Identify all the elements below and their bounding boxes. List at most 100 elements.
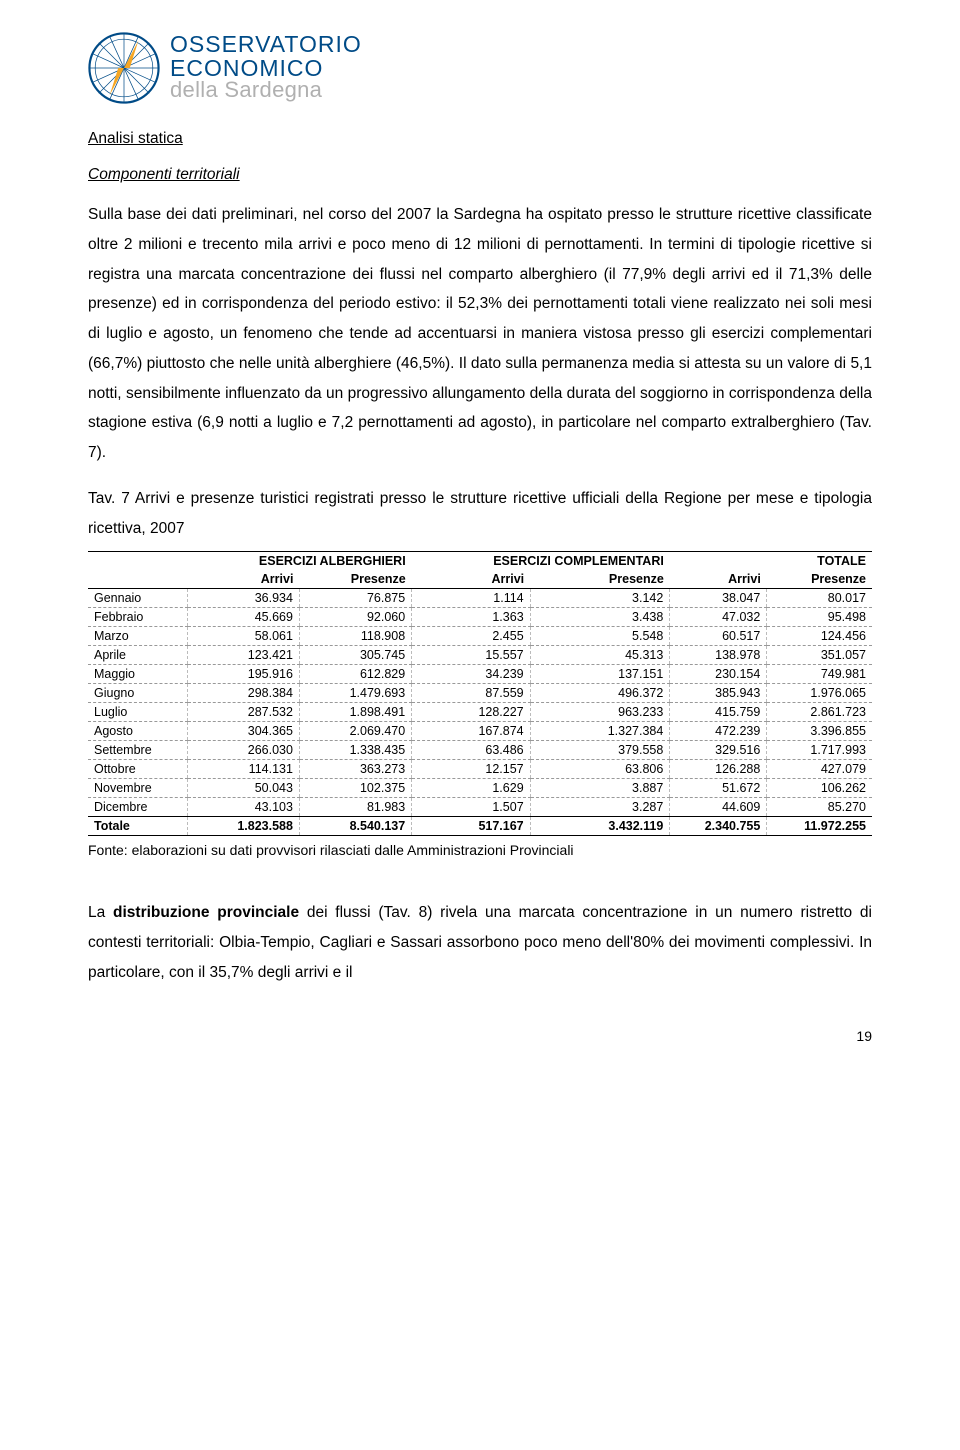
- group-header: ESERCIZI ALBERGHIERI: [187, 552, 411, 571]
- table-cell: 80.017: [767, 589, 872, 608]
- table-cell: 87.559: [412, 684, 530, 703]
- table-cell: 124.456: [767, 627, 872, 646]
- table-cell: 95.498: [767, 608, 872, 627]
- table-cell: 1.338.435: [299, 741, 411, 760]
- table-cell: 63.806: [530, 760, 670, 779]
- table-cell: 138.978: [670, 646, 767, 665]
- row-label: Luglio: [88, 703, 187, 722]
- row-label: Maggio: [88, 665, 187, 684]
- table-cell: 76.875: [299, 589, 411, 608]
- table-cell: 1.629: [412, 779, 530, 798]
- logo-line-1: OSSERVATORIO: [170, 32, 362, 56]
- sub-header: Arrivi: [670, 570, 767, 589]
- table-row: Settembre266.0301.338.43563.486379.55832…: [88, 741, 872, 760]
- compass-icon: [88, 32, 160, 104]
- table-source: Fonte: elaborazioni su dati provvisori r…: [88, 842, 872, 858]
- table-row: Agosto304.3652.069.470167.8741.327.38447…: [88, 722, 872, 741]
- table-row: Luglio287.5321.898.491128.227963.233415.…: [88, 703, 872, 722]
- table-corner: [88, 552, 187, 571]
- table-cell: 472.239: [670, 722, 767, 741]
- table-cell: 1.114: [412, 589, 530, 608]
- table-cell: 60.517: [670, 627, 767, 646]
- table-cell: 1.898.491: [299, 703, 411, 722]
- sub-header: Arrivi: [187, 570, 299, 589]
- table-cell: 45.313: [530, 646, 670, 665]
- table-cell: 126.288: [670, 760, 767, 779]
- table-cell: 118.908: [299, 627, 411, 646]
- table-cell: 427.079: [767, 760, 872, 779]
- table-cell: 3.438: [530, 608, 670, 627]
- table-cell: 47.032: [670, 608, 767, 627]
- table-cell: 3.887: [530, 779, 670, 798]
- table-cell: 58.061: [187, 627, 299, 646]
- table-cell: 749.981: [767, 665, 872, 684]
- table-cell: 304.365: [187, 722, 299, 741]
- table-cell: 287.532: [187, 703, 299, 722]
- logo-line-3: della Sardegna: [170, 78, 362, 101]
- table-cell: 8.540.137: [299, 817, 411, 836]
- table-cell: 351.057: [767, 646, 872, 665]
- table-row: Febbraio45.66992.0601.3633.43847.03295.4…: [88, 608, 872, 627]
- table-cell: 1.479.693: [299, 684, 411, 703]
- table-cell: 1.976.065: [767, 684, 872, 703]
- table-row: Maggio195.916612.82934.239137.151230.154…: [88, 665, 872, 684]
- table-cell: 1.717.993: [767, 741, 872, 760]
- table-cell: 298.384: [187, 684, 299, 703]
- table-row: Giugno298.3841.479.69387.559496.372385.9…: [88, 684, 872, 703]
- table-cell: 167.874: [412, 722, 530, 741]
- table-cell: 12.157: [412, 760, 530, 779]
- group-header: TOTALE: [670, 552, 872, 571]
- table-cell: 137.151: [530, 665, 670, 684]
- sub-header: Presenze: [530, 570, 670, 589]
- table-row: Marzo58.061118.9082.4555.54860.517124.45…: [88, 627, 872, 646]
- row-label: Giugno: [88, 684, 187, 703]
- table-cell: 230.154: [670, 665, 767, 684]
- table-cell: 128.227: [412, 703, 530, 722]
- table-cell: 379.558: [530, 741, 670, 760]
- table-cell: 195.916: [187, 665, 299, 684]
- row-label: Settembre: [88, 741, 187, 760]
- table-cell: 1.823.588: [187, 817, 299, 836]
- table-tav7: ESERCIZI ALBERGHIERI ESERCIZI COMPLEMENT…: [88, 551, 872, 836]
- table-cell: 2.861.723: [767, 703, 872, 722]
- table-cell: 3.396.855: [767, 722, 872, 741]
- p2-prefix: La: [88, 904, 113, 921]
- table-cell: 114.131: [187, 760, 299, 779]
- row-label: Febbraio: [88, 608, 187, 627]
- table-cell: 123.421: [187, 646, 299, 665]
- table-cell: 43.103: [187, 798, 299, 817]
- total-label: Totale: [88, 817, 187, 836]
- table-cell: 3.432.119: [530, 817, 670, 836]
- table-cell: 34.239: [412, 665, 530, 684]
- table-cell: 1.507: [412, 798, 530, 817]
- table-cell: 3.287: [530, 798, 670, 817]
- table-row: Gennaio36.93476.8751.1143.14238.04780.01…: [88, 589, 872, 608]
- row-label: Agosto: [88, 722, 187, 741]
- table-total-row: Totale1.823.5888.540.137517.1673.432.119…: [88, 817, 872, 836]
- table-cell: 38.047: [670, 589, 767, 608]
- row-label: Gennaio: [88, 589, 187, 608]
- paragraph-2: La distribuzione provinciale dei flussi …: [88, 898, 872, 987]
- logo-text: OSSERVATORIO ECONOMICO della Sardegna: [170, 32, 362, 101]
- table-cell: 36.934: [187, 589, 299, 608]
- table-cell: 11.972.255: [767, 817, 872, 836]
- table-caption: Tav. 7 Arrivi e presenze turistici regis…: [88, 484, 872, 544]
- row-label: Dicembre: [88, 798, 187, 817]
- table-cell: 385.943: [670, 684, 767, 703]
- table-cell: 2.455: [412, 627, 530, 646]
- table-cell: 5.548: [530, 627, 670, 646]
- table-cell: 1.363: [412, 608, 530, 627]
- table-cell: 44.609: [670, 798, 767, 817]
- group-header: ESERCIZI COMPLEMENTARI: [412, 552, 670, 571]
- table-cell: 1.327.384: [530, 722, 670, 741]
- table-cell: 496.372: [530, 684, 670, 703]
- table-cell: 92.060: [299, 608, 411, 627]
- heading-componenti: Componenti territoriali: [88, 166, 872, 184]
- row-label: Aprile: [88, 646, 187, 665]
- table-row: Novembre50.043102.3751.6293.88751.672106…: [88, 779, 872, 798]
- table-cell: 363.273: [299, 760, 411, 779]
- table-cell: 2.069.470: [299, 722, 411, 741]
- sub-header: Arrivi: [412, 570, 530, 589]
- page-number: 19: [88, 1028, 872, 1044]
- table-cell: 50.043: [187, 779, 299, 798]
